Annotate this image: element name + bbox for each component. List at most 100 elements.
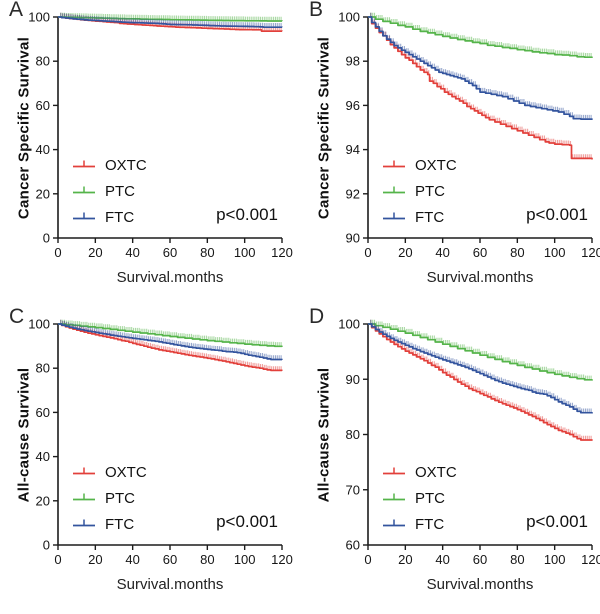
svg-text:0: 0 xyxy=(364,552,371,567)
svg-text:0: 0 xyxy=(54,552,61,567)
panel-c-plot: 0 20 40 60 80 100 0 20 40 60 80 100 120 xyxy=(28,317,293,568)
svg-text:100: 100 xyxy=(338,317,360,332)
svg-text:100: 100 xyxy=(544,245,566,260)
censor-line-icon xyxy=(73,160,95,168)
legend-label: FTC xyxy=(415,208,445,226)
panel-d-x-axis-title: Survival.months xyxy=(426,576,534,593)
censor-line-icon xyxy=(73,212,95,220)
panel-a: A Cancer Specific Survival 0 20 40 60 80 100 0… xyxy=(0,0,300,307)
legend-row: PTC xyxy=(382,485,457,511)
censor-line-icon xyxy=(73,186,95,194)
svg-text:40: 40 xyxy=(435,245,449,260)
censor-line-icon xyxy=(383,519,405,527)
legend-row: OXTC xyxy=(382,459,457,485)
svg-text:80: 80 xyxy=(200,245,214,260)
censor-line-icon xyxy=(73,467,95,475)
svg-text:60: 60 xyxy=(36,405,50,420)
svg-text:40: 40 xyxy=(36,449,50,464)
legend-row: FTC xyxy=(382,204,457,230)
svg-text:20: 20 xyxy=(36,186,50,201)
svg-text:60: 60 xyxy=(163,245,177,260)
svg-text:94: 94 xyxy=(346,142,360,157)
panel-d: D All-cause Survival 60 70 80 90 100 0 20 40 60 8… xyxy=(300,305,600,614)
svg-text:100: 100 xyxy=(234,245,256,260)
panel-a-plot: 0 20 40 60 80 100 0 20 40 60 80 100 120 xyxy=(28,10,293,261)
panel-b-legend: OXTC PTC FTC xyxy=(382,152,457,230)
svg-text:100: 100 xyxy=(28,317,50,332)
svg-text:100: 100 xyxy=(28,10,50,25)
legend-label: OXTC xyxy=(415,463,457,481)
legend-row: FTC xyxy=(72,204,147,230)
svg-text:20: 20 xyxy=(88,552,102,567)
legend-label: PTC xyxy=(415,489,445,507)
panel-b-p-value: p<0.001 xyxy=(526,205,588,224)
panel-c: C All-cause Survival 0 20 40 60 80 100 0 20 40 60… xyxy=(0,305,300,614)
svg-text:90: 90 xyxy=(346,231,360,246)
panel-b: B Cancer Specific Survival 90 92 94 96 98 100… xyxy=(300,0,600,307)
svg-text:80: 80 xyxy=(36,54,50,69)
svg-text:40: 40 xyxy=(125,245,139,260)
legend-label: FTC xyxy=(105,208,135,226)
svg-text:60: 60 xyxy=(473,552,487,567)
svg-text:0: 0 xyxy=(43,231,50,246)
legend-row: PTC xyxy=(382,178,457,204)
svg-text:60: 60 xyxy=(473,245,487,260)
legend-label: PTC xyxy=(105,489,135,507)
legend-row: PTC xyxy=(72,178,147,204)
censor-line-icon xyxy=(383,212,405,220)
legend-label: FTC xyxy=(105,515,135,533)
svg-text:80: 80 xyxy=(510,245,524,260)
svg-text:120: 120 xyxy=(271,552,293,567)
legend-label: PTC xyxy=(415,182,445,200)
legend-label: OXTC xyxy=(415,156,457,174)
legend-row: PTC xyxy=(72,485,147,511)
legend-label: PTC xyxy=(105,182,135,200)
panel-d-legend: OXTC PTC FTC xyxy=(382,459,457,537)
svg-text:100: 100 xyxy=(234,552,256,567)
censor-line-icon xyxy=(383,467,405,475)
legend-label: OXTC xyxy=(105,156,147,174)
svg-text:100: 100 xyxy=(544,552,566,567)
svg-text:0: 0 xyxy=(364,245,371,260)
svg-text:0: 0 xyxy=(54,245,61,260)
panel-c-legend: OXTC PTC FTC xyxy=(72,459,147,537)
svg-text:92: 92 xyxy=(346,186,360,201)
panel-c-p-value: p<0.001 xyxy=(216,512,278,531)
panel-d-label: D xyxy=(309,305,325,328)
svg-text:60: 60 xyxy=(36,98,50,113)
panel-c-label: C xyxy=(9,305,25,328)
svg-text:120: 120 xyxy=(581,552,600,567)
panel-d-p-value: p<0.001 xyxy=(526,512,588,531)
svg-text:80: 80 xyxy=(200,552,214,567)
svg-text:20: 20 xyxy=(398,245,412,260)
svg-text:96: 96 xyxy=(346,98,360,113)
svg-text:100: 100 xyxy=(338,10,360,25)
censor-line-icon xyxy=(383,186,405,194)
panel-c-x-axis-title: Survival.months xyxy=(116,576,224,593)
legend-label: FTC xyxy=(415,515,445,533)
censor-line-icon xyxy=(383,493,405,501)
panel-a-label: A xyxy=(9,0,24,21)
svg-text:40: 40 xyxy=(36,142,50,157)
panel-b-label: B xyxy=(309,0,324,21)
svg-text:80: 80 xyxy=(510,552,524,567)
censor-line-icon xyxy=(73,493,95,501)
legend-label: OXTC xyxy=(105,463,147,481)
svg-text:60: 60 xyxy=(346,538,360,553)
panel-d-plot: 60 70 80 90 100 0 20 40 60 80 100 120 xyxy=(338,317,600,568)
svg-text:20: 20 xyxy=(36,493,50,508)
panel-b-plot: 90 92 94 96 98 100 0 20 40 60 80 100 120 xyxy=(338,10,600,261)
svg-text:120: 120 xyxy=(581,245,600,260)
svg-text:0: 0 xyxy=(43,538,50,553)
svg-text:70: 70 xyxy=(346,482,360,497)
legend-row: OXTC xyxy=(382,152,457,178)
panel-a-x-axis-title: Survival.months xyxy=(116,269,224,286)
svg-text:20: 20 xyxy=(398,552,412,567)
svg-text:120: 120 xyxy=(271,245,293,260)
censor-line-icon xyxy=(383,160,405,168)
panel-a-p-value: p<0.001 xyxy=(216,205,278,224)
legend-row: OXTC xyxy=(72,459,147,485)
svg-text:80: 80 xyxy=(346,427,360,442)
panel-a-legend: OXTC PTC FTC xyxy=(72,152,147,230)
